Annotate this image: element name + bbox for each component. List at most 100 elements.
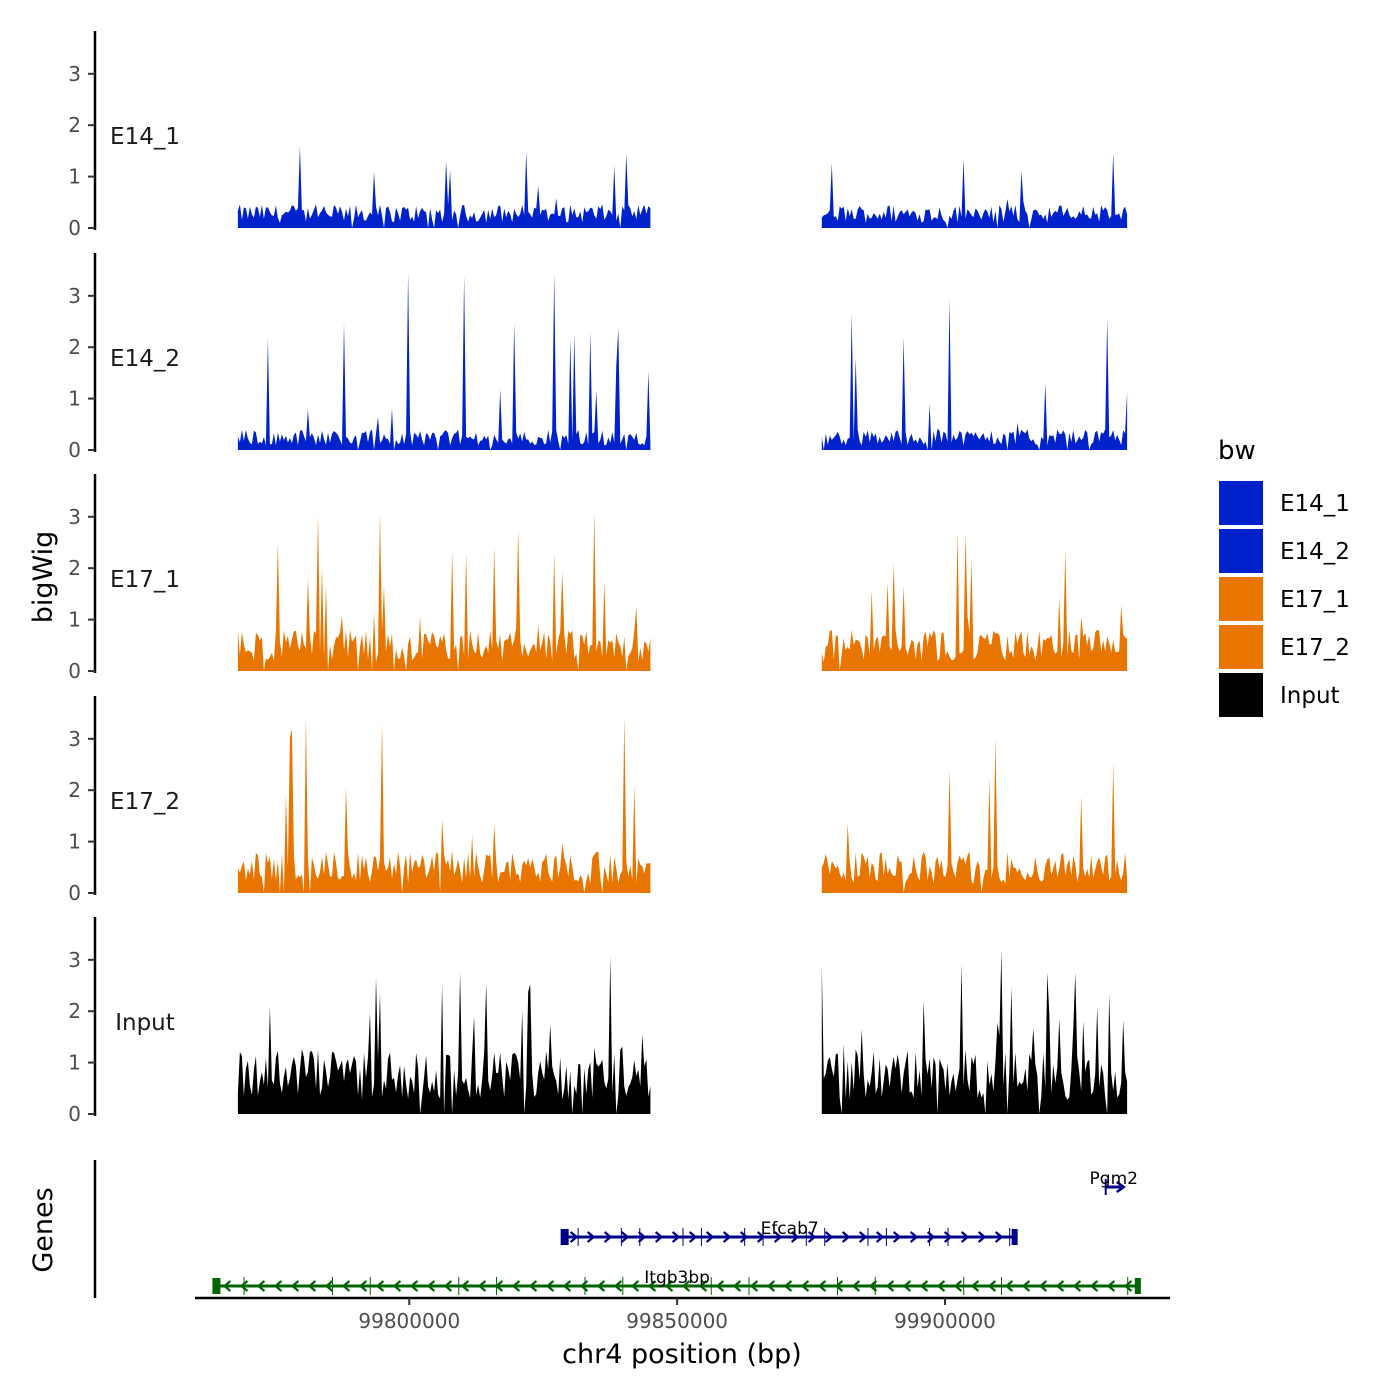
strand-arrow [885,1280,895,1292]
strand-arrow [715,1280,725,1292]
strand-arrow [256,1280,266,1292]
legend-key-Input [1217,671,1265,719]
legend-key-E17_2 [1217,623,1265,671]
coverage-area-Input-2 [821,950,1128,1114]
strand-arrow [1106,1280,1116,1292]
panel-Input: 0 1 2 3 Input [68,917,1128,1126]
strand-arrow [868,1280,878,1292]
strand-arrow [596,1280,606,1292]
strand-arrow [875,1231,885,1243]
strand-arrow [1038,1280,1048,1292]
strand-arrow [851,1280,861,1292]
coverage-area-E17_1-2 [821,531,1128,671]
strand-arrow [426,1280,436,1292]
y-tick-label: 3 [68,62,81,86]
legend-label: E14_1 [1280,491,1350,517]
strand-arrow [307,1280,317,1292]
exon-block [1134,1278,1141,1294]
strand-arrow [953,1280,963,1292]
strand-arrow [586,1231,596,1243]
strand-arrow [511,1280,521,1292]
legend-key-E14_1 [1217,479,1265,527]
strand-arrow [919,1280,929,1292]
strand-arrow [936,1280,946,1292]
strand-arrow [756,1231,766,1243]
y-tick-label: 3 [68,284,81,308]
strand-arrow [698,1280,708,1292]
strand-arrow [1021,1280,1031,1292]
strand-arrow [834,1280,844,1292]
panel-E17_1: 0 1 2 3 E17_1 [68,474,1128,683]
y-tick-label: 3 [68,505,81,529]
panel-label: E14_2 [110,346,180,372]
legend-label: E17_2 [1280,635,1350,661]
strand-arrow [375,1280,385,1292]
strand-arrow [273,1280,283,1292]
strand-arrow [562,1280,572,1292]
strand-arrow [620,1231,630,1243]
coverage-area-E17_1-1 [237,511,651,671]
strand-arrow [460,1280,470,1292]
x-axis: 99800000 99850000 99900000 [195,1296,1170,1333]
strand-arrow [1089,1280,1099,1292]
legend-label: E17_1 [1280,587,1350,613]
y-tick-label: 1 [68,830,81,854]
strand-arrow [569,1231,579,1243]
strand-arrow [892,1231,902,1243]
y-tick-label: 1 [68,608,81,632]
coverage-area-E14_1-2 [821,152,1128,228]
strand-arrow [1123,1280,1133,1292]
strand-arrow [1055,1280,1065,1292]
y-tick-label: 2 [68,335,81,359]
strand-arrow [528,1280,538,1292]
y-tick-label: 3 [68,948,81,972]
y-tick-label: 1 [68,387,81,411]
strand-arrow [824,1231,834,1243]
gene-Itgb3bp: Itgb3bp [212,1268,1141,1295]
strand-arrow [688,1231,698,1243]
strand-arrow [749,1280,759,1292]
strand-arrow [324,1280,334,1292]
y-axis-title: bigWig [28,531,59,624]
strand-arrow [664,1280,674,1292]
x-tick-label: 99900000 [894,1309,996,1333]
exon-block [560,1229,569,1245]
x-tick-label: 99800000 [358,1309,460,1333]
strand-arrow [800,1280,810,1292]
strand-arrow [722,1231,732,1243]
strand-arrow [545,1280,555,1292]
strand-arrow [358,1280,368,1292]
y-tick-label: 3 [68,727,81,751]
strand-arrow [1004,1280,1014,1292]
strand-arrow [909,1231,919,1243]
panel-E14_2: 0 1 2 3 E14_2 [68,253,1128,462]
strand-arrow [443,1280,453,1292]
y-tick-label: 1 [68,1051,81,1075]
gene-Pgm2: Pgm2 [1090,1169,1138,1195]
y-tick-label: 0 [68,216,81,240]
y-tick-label: 0 [68,659,81,683]
legend-title: bw [1218,436,1256,466]
strand-arrow [409,1280,419,1292]
strand-arrow [630,1280,640,1292]
y-tick-label: 2 [68,113,81,137]
strand-arrow [222,1280,232,1292]
legend: bw E14_1 E14_2 E17_1 E17_2 Input [1217,436,1350,719]
coverage-area-E14_2-2 [821,299,1128,450]
y-tick-label: 0 [68,881,81,905]
strand-arrow [790,1231,800,1243]
strand-arrow [613,1280,623,1292]
strand-arrow [671,1231,681,1243]
strand-arrow [960,1231,970,1243]
y-tick-label: 0 [68,1102,81,1126]
legend-key-E17_1 [1217,575,1265,623]
strand-arrow [766,1280,776,1292]
strand-arrow [783,1280,793,1292]
strand-arrow [392,1280,402,1292]
strand-arrow [239,1280,249,1292]
strand-arrow [773,1231,783,1243]
coverage-panels: 0 1 2 3 E14_1 0 1 2 3 E14_2 0 1 2 3 E17_1 0 1 2 3 E17_2 0 1 2 3… [68,31,1128,1126]
exon-block [212,1278,221,1294]
strand-arrow [341,1280,351,1292]
